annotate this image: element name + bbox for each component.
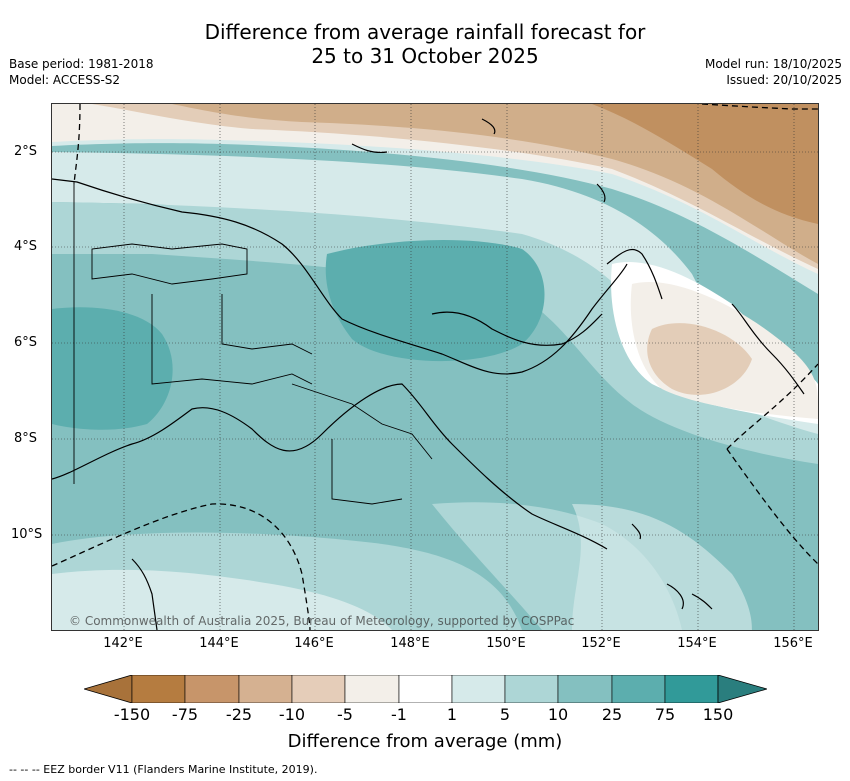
bougainville-coast bbox=[731, 303, 805, 395]
colorbar-title: Difference from average (mm) bbox=[287, 731, 563, 752]
lon-label-154e: 154°E bbox=[677, 636, 717, 651]
lat-label-8s: 8°S bbox=[14, 431, 38, 446]
cape-york-coast bbox=[131, 558, 158, 630]
lon-label-146e: 146°E bbox=[294, 636, 334, 651]
lat-label-6s: 6°S bbox=[14, 335, 38, 350]
colorbar-bin bbox=[238, 675, 293, 703]
colorbar bbox=[84, 675, 767, 703]
meta-right: Model run: 18/10/2025 Issued: 20/10/2025 bbox=[705, 56, 842, 88]
small-island-4 bbox=[666, 583, 684, 610]
small-island-2 bbox=[596, 183, 606, 203]
colorbar-bin bbox=[291, 675, 346, 703]
colorbar-label: -5 bbox=[337, 705, 353, 724]
manus-coast bbox=[351, 143, 388, 154]
colorbar-label: -10 bbox=[278, 705, 306, 724]
colorbar-label: -25 bbox=[225, 705, 253, 724]
colorbar-label: -1 bbox=[391, 705, 407, 724]
meta-left: Base period: 1981-2018 Model: ACCESS-S2 bbox=[9, 56, 154, 88]
province-border-gulf bbox=[291, 383, 433, 460]
eez-border-nw bbox=[73, 104, 81, 185]
eez-footnote: -- -- -- EEZ border V11 (Flanders Marine… bbox=[9, 763, 318, 776]
lon-label-152e: 152°E bbox=[581, 636, 621, 651]
title-line-1: Difference from average rainfall forecas… bbox=[204, 20, 646, 44]
colorbar-extend-low bbox=[84, 675, 133, 703]
new-guinea-south-coast bbox=[52, 383, 608, 550]
new-britain-coast bbox=[431, 311, 603, 346]
rainfall-map bbox=[51, 103, 819, 631]
lon-label-150e: 150°E bbox=[486, 636, 526, 651]
lat-label-4s: 4°S bbox=[14, 239, 38, 254]
eez-border-east bbox=[726, 363, 818, 450]
colorbar-extend-high bbox=[717, 675, 767, 703]
lat-label-2s: 2°S bbox=[14, 144, 38, 159]
province-border-sepik bbox=[91, 243, 248, 285]
small-island-1 bbox=[481, 118, 496, 135]
chart-title: Difference from average rainfall forecas… bbox=[0, 20, 850, 68]
small-island-5 bbox=[691, 593, 713, 610]
band-brown-dark-north bbox=[592, 104, 818, 224]
colorbar-label: 75 bbox=[654, 705, 676, 724]
colorbar-label: 25 bbox=[601, 705, 623, 724]
colorbar-bin bbox=[611, 675, 666, 703]
colorbar-bin bbox=[131, 675, 186, 703]
band-teal-lightest-mid bbox=[52, 152, 818, 444]
new-ireland-coast bbox=[606, 249, 663, 300]
lon-label-156e: 156°E bbox=[773, 636, 813, 651]
band-teal-dark-west bbox=[52, 307, 173, 430]
colorbar-bin bbox=[451, 675, 506, 703]
band-tan-east bbox=[647, 323, 752, 395]
band-teal-lightest-south bbox=[52, 569, 392, 630]
colorbar-label: 150 bbox=[702, 705, 734, 724]
issued-text: Issued: 20/10/2025 bbox=[726, 73, 842, 87]
lon-label-148e: 148°E bbox=[390, 636, 430, 651]
colorbar-bin bbox=[664, 675, 719, 703]
province-border-enga bbox=[221, 294, 313, 355]
colorbar-bin bbox=[557, 675, 613, 703]
title-line-2: 25 to 31 October 2025 bbox=[311, 44, 539, 68]
colorbar-bin bbox=[504, 675, 559, 703]
model-run-text: Model run: 18/10/2025 bbox=[704, 57, 842, 71]
colorbar-label: 5 bbox=[499, 705, 511, 724]
colorbar-bin bbox=[184, 675, 240, 703]
band-teal-dark-center bbox=[325, 239, 545, 362]
graticule bbox=[52, 104, 818, 630]
eez-border-se bbox=[726, 448, 818, 565]
colorbar-bin bbox=[344, 675, 400, 703]
band-teal-light-mid bbox=[52, 202, 818, 464]
base-period-text: Base period: 1981-2018 bbox=[9, 57, 154, 71]
band-teal-lightest-southeast bbox=[572, 504, 752, 630]
lon-label-144e: 144°E bbox=[199, 636, 239, 651]
model-text: Model: ACCESS-S2 bbox=[9, 73, 121, 87]
map-svg bbox=[52, 104, 818, 630]
coastlines bbox=[52, 118, 805, 630]
colorbar-bin bbox=[398, 675, 453, 703]
province-border-central bbox=[331, 439, 403, 505]
colorbar-label: -150 bbox=[113, 705, 151, 724]
colorbar-label: -75 bbox=[171, 705, 199, 724]
colorbar-label: 10 bbox=[547, 705, 569, 724]
province-border-highlands bbox=[151, 294, 313, 385]
eez-borders bbox=[52, 104, 818, 630]
eez-border-sw bbox=[52, 503, 311, 630]
band-brown-mid-north bbox=[172, 104, 818, 264]
borders bbox=[73, 182, 433, 505]
new-guinea-north-coast bbox=[52, 178, 628, 375]
colorbar-label: 1 bbox=[446, 705, 458, 724]
eez-border-ne bbox=[701, 104, 818, 110]
lat-label-10s: 10°S bbox=[11, 527, 43, 542]
lon-label-142e: 142°E bbox=[103, 636, 143, 651]
copyright-text: © Commonwealth of Australia 2025, Bureau… bbox=[69, 614, 575, 628]
small-island-3 bbox=[631, 523, 642, 540]
